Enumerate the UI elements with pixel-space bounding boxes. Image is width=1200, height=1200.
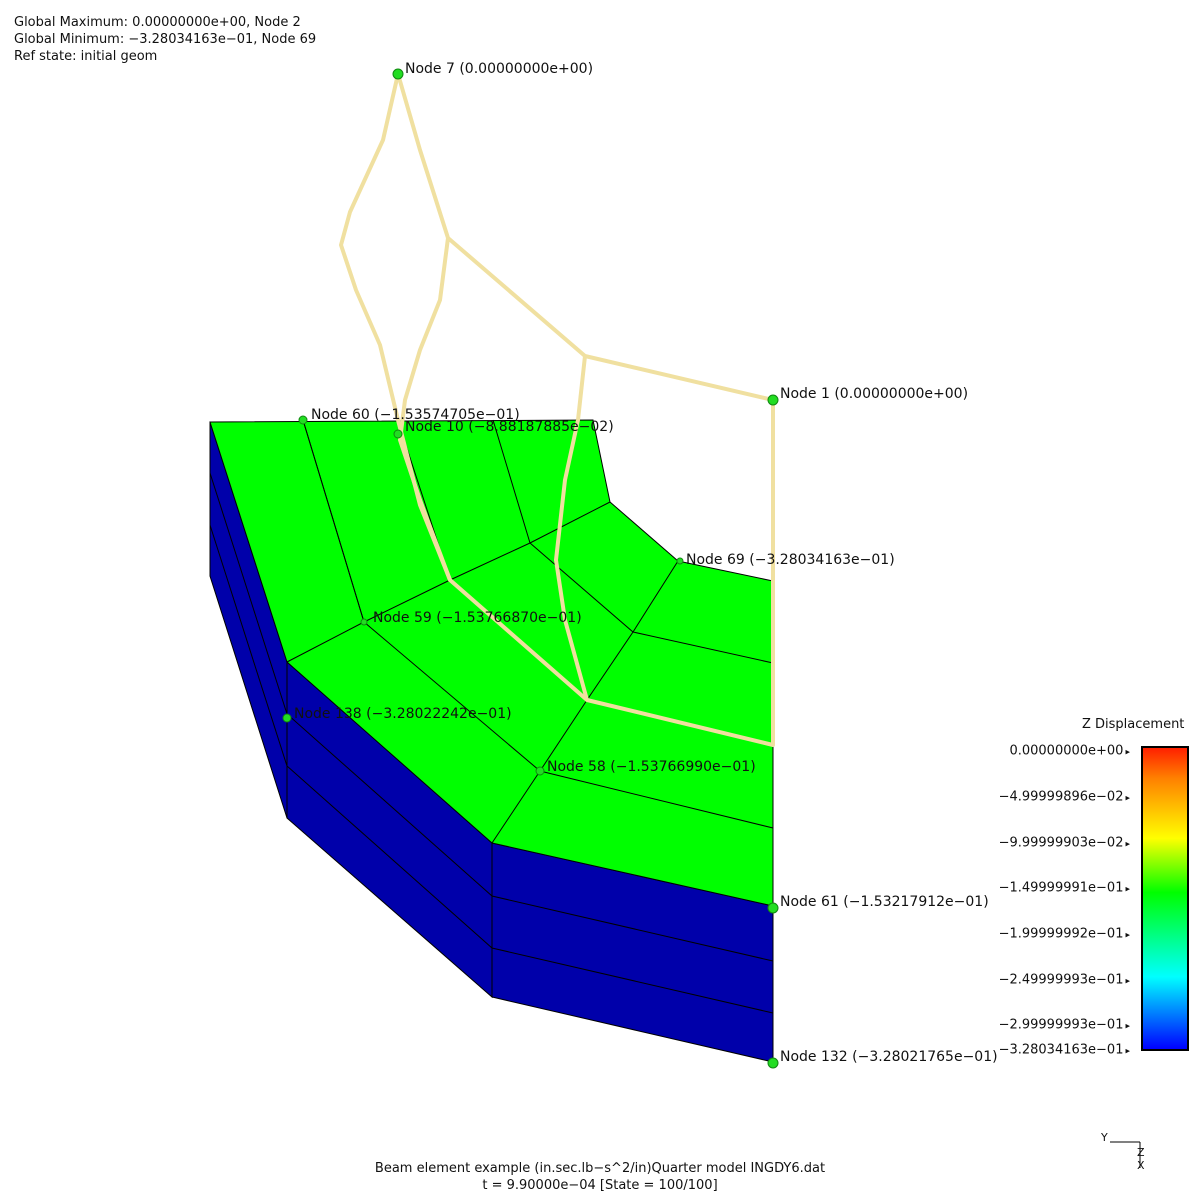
legend-tick: −4.99999896e−02 ▸ xyxy=(998,789,1130,805)
info-panel: Global Maximum: 0.00000000e+00, Node 2 G… xyxy=(14,14,316,65)
legend-tick: −2.49999993e−01 ▸ xyxy=(998,972,1130,988)
beam-elements xyxy=(339,73,775,747)
triad-lines xyxy=(1110,1141,1141,1168)
legend-tick: −3.28034163e−01 ▸ xyxy=(998,1042,1130,1058)
node-132-label: Node 132 (−3.28021765e−01) xyxy=(780,1049,998,1065)
legend-tick: −1.49999991e−01 ▸ xyxy=(998,880,1130,896)
footer-title: Beam element example (in.sec.lb−s^2/in)Q… xyxy=(374,1161,826,1176)
color-scale-bar xyxy=(1141,746,1189,1051)
tick-label: −1.49999991e−01 xyxy=(998,880,1124,896)
tick-label: −9.99999903e−02 xyxy=(998,835,1124,851)
tick-label: −2.99999993e−01 xyxy=(998,1017,1124,1033)
legend-tick: 0.00000000e+00 ▸ xyxy=(1009,743,1130,759)
node-7-marker xyxy=(392,68,404,80)
node-138-label: Node 138 (−3.28022242e−01) xyxy=(294,706,512,722)
node-61-label: Node 61 (−1.53217912e−01) xyxy=(780,894,989,910)
node-1-marker xyxy=(767,394,779,406)
node-58-label: Node 58 (−1.53766990e−01) xyxy=(547,759,756,775)
tick-label: 0.00000000e+00 xyxy=(1009,743,1124,759)
axis-triad: Y Z X xyxy=(1098,1128,1148,1178)
triad-y-label: Y xyxy=(1101,1131,1108,1144)
triad-z-label: Z xyxy=(1137,1146,1145,1159)
global-minimum-text: Global Minimum: −3.28034163e−01, Node 69 xyxy=(14,32,317,47)
global-maximum-text: Global Maximum: 0.00000000e+00, Node 2 xyxy=(14,15,301,30)
footer: Beam element example (in.sec.lb−s^2/in)Q… xyxy=(0,1160,1200,1194)
node-10-marker xyxy=(393,429,403,439)
node-58-marker xyxy=(535,766,545,776)
tick-label: −3.28034163e−01 xyxy=(998,1042,1124,1058)
legend-tick: −9.99999903e−02 ▸ xyxy=(998,835,1130,851)
node-labels: Node 7 (0.00000000e+00) Node 1 (0.000000… xyxy=(294,61,998,1065)
tick-label: −1.99999992e−01 xyxy=(998,926,1124,942)
node-59-marker xyxy=(360,618,368,626)
footer-state: t = 9.90000e−04 [State = 100/100] xyxy=(482,1178,718,1193)
legend-title: Z Displacement xyxy=(1082,717,1185,732)
node-69-label: Node 69 (−3.28034163e−01) xyxy=(686,552,895,568)
node-138-marker xyxy=(282,713,292,723)
node-10-label: Node 10 (−8.88187885e−02) xyxy=(405,419,614,435)
top-surface xyxy=(209,419,774,907)
node-59-label: Node 59 (−1.53766870e−01) xyxy=(373,610,582,626)
triad-x-label: X xyxy=(1137,1159,1145,1172)
tick-label: −4.99999896e−02 xyxy=(998,789,1124,805)
ref-state-text: Ref state: initial geom xyxy=(14,49,158,64)
node-69-marker xyxy=(676,557,684,565)
node-7-label: Node 7 (0.00000000e+00) xyxy=(405,61,593,77)
legend-tick: −2.99999993e−01 ▸ xyxy=(998,1017,1130,1033)
tick-label: −2.49999993e−01 xyxy=(998,972,1124,988)
legend-tick: −1.99999992e−01 ▸ xyxy=(998,926,1130,942)
node-1-label: Node 1 (0.00000000e+00) xyxy=(780,386,968,402)
node-markers xyxy=(282,68,779,1069)
top-face xyxy=(209,419,774,907)
node-60-marker xyxy=(298,415,308,425)
node-132-marker xyxy=(767,1057,779,1069)
node-61-marker xyxy=(767,902,779,914)
node-60-label: Node 60 (−1.53574705e−01) xyxy=(311,407,520,423)
